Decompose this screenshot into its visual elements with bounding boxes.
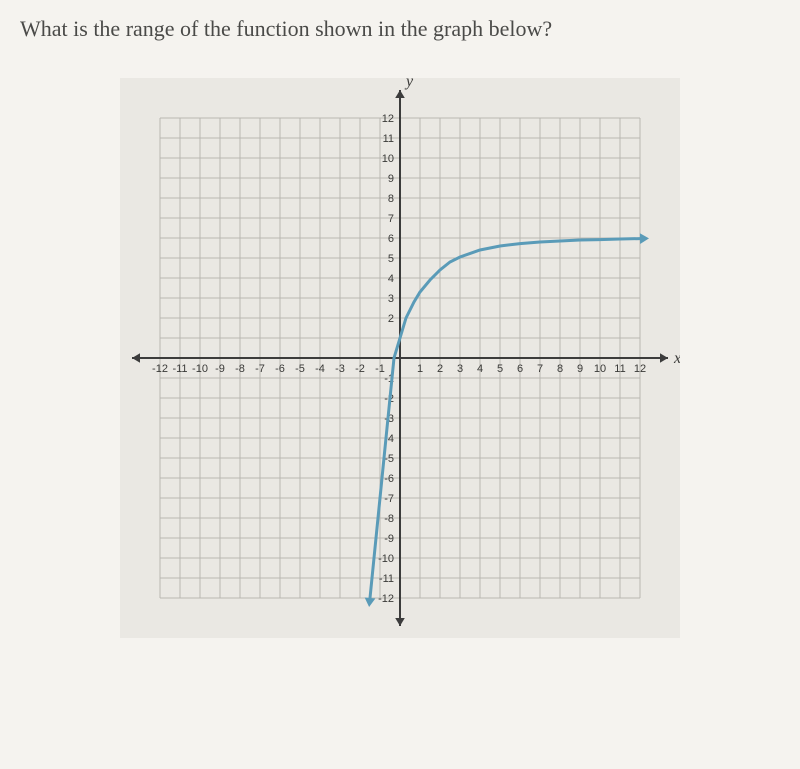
svg-text:6: 6 — [388, 233, 394, 245]
svg-text:5: 5 — [388, 253, 394, 265]
svg-text:-4: -4 — [315, 363, 325, 375]
function-graph: -12-11-10-9-8-7-6-5-4-3-2-11234567891011… — [120, 78, 680, 638]
svg-text:4: 4 — [388, 273, 394, 285]
svg-text:-8: -8 — [384, 513, 394, 525]
svg-text:-8: -8 — [235, 363, 245, 375]
svg-text:10: 10 — [382, 153, 394, 165]
svg-text:12: 12 — [634, 363, 646, 375]
svg-text:-6: -6 — [275, 363, 285, 375]
svg-text:-10: -10 — [378, 553, 394, 565]
svg-text:7: 7 — [388, 213, 394, 225]
svg-text:-5: -5 — [295, 363, 305, 375]
svg-text:-11: -11 — [379, 573, 394, 585]
svg-text:8: 8 — [557, 363, 563, 375]
svg-text:9: 9 — [577, 363, 583, 375]
svg-text:11: 11 — [383, 133, 394, 145]
question-text: What is the range of the function shown … — [20, 16, 780, 42]
svg-text:-12: -12 — [378, 593, 394, 605]
svg-text:-7: -7 — [255, 363, 265, 375]
svg-text:-7: -7 — [384, 493, 394, 505]
svg-text:1: 1 — [417, 363, 423, 375]
svg-text:10: 10 — [594, 363, 606, 375]
svg-text:2: 2 — [388, 313, 394, 325]
svg-text:y: y — [404, 78, 414, 90]
svg-text:4: 4 — [477, 363, 483, 375]
svg-text:3: 3 — [457, 363, 463, 375]
svg-text:12: 12 — [382, 113, 394, 125]
svg-text:-12: -12 — [152, 363, 168, 375]
graph-container: -12-11-10-9-8-7-6-5-4-3-2-11234567891011… — [20, 78, 780, 638]
svg-text:-6: -6 — [384, 473, 394, 485]
svg-text:5: 5 — [497, 363, 503, 375]
svg-text:3: 3 — [388, 293, 394, 305]
svg-text:7: 7 — [537, 363, 543, 375]
svg-text:-9: -9 — [215, 363, 225, 375]
svg-text:-2: -2 — [355, 363, 365, 375]
svg-text:-9: -9 — [384, 533, 394, 545]
page: What is the range of the function shown … — [0, 0, 800, 769]
svg-text:8: 8 — [388, 193, 394, 205]
svg-text:9: 9 — [388, 173, 394, 185]
svg-text:2: 2 — [437, 363, 443, 375]
graph-svg: -12-11-10-9-8-7-6-5-4-3-2-11234567891011… — [120, 78, 680, 638]
svg-text:-3: -3 — [335, 363, 345, 375]
svg-text:6: 6 — [517, 363, 523, 375]
svg-text:-10: -10 — [192, 363, 208, 375]
svg-text:x: x — [673, 350, 680, 367]
svg-text:11: 11 — [614, 363, 625, 375]
svg-text:-11: -11 — [172, 363, 187, 375]
